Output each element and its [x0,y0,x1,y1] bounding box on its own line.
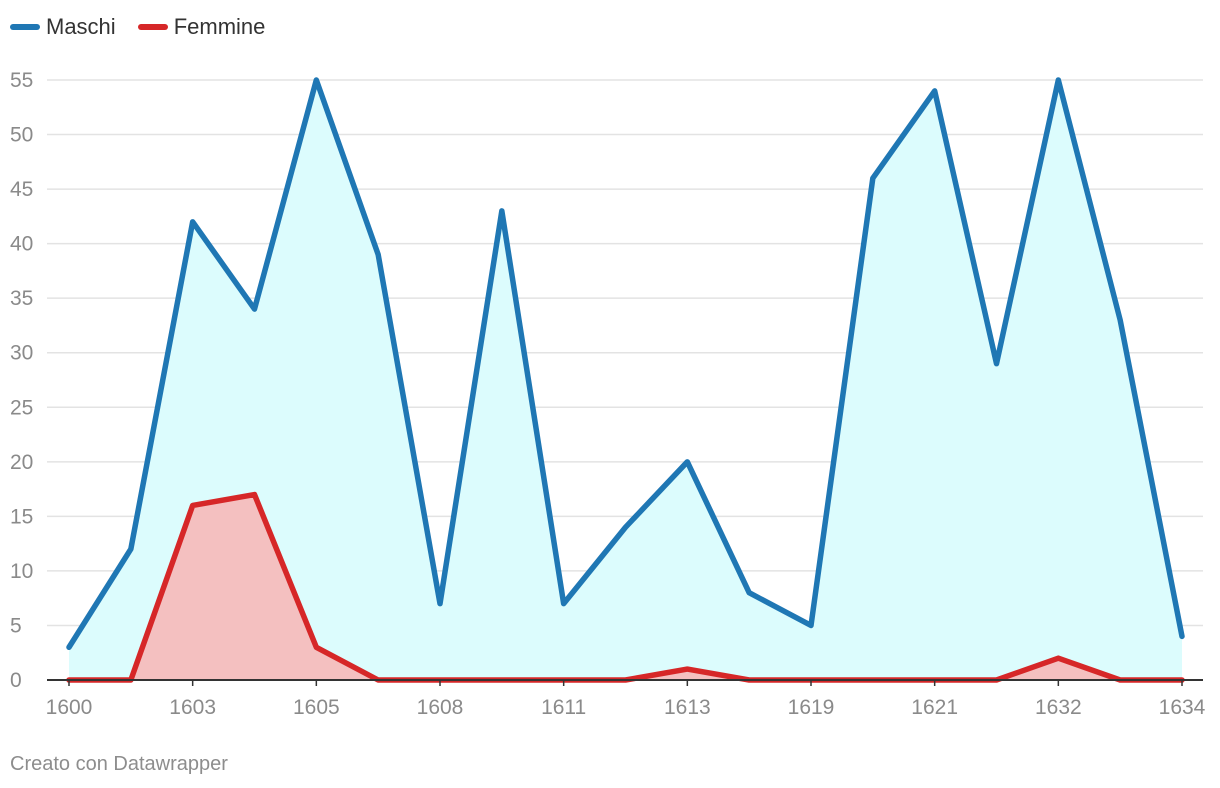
series-line-maschi [66,77,1185,651]
x-tick-label-1619: 1619 [788,696,835,719]
x-tick-label-1603: 1603 [169,696,216,719]
legend-item-maschi: Maschi [10,14,116,40]
x-tick-label-1634: 1634 [1159,696,1206,719]
legend-label-femmine: Femmine [173,14,266,39]
x-tick-label-1608: 1608 [417,696,464,719]
axis-layer: 0 5 10 15 20 25 30 35 40 45 50 55 1600 1603 1605 1608 16… [10,69,1206,719]
y-tick-label-50: 50 [10,124,33,147]
legend-label-maschi: Maschi [46,14,116,39]
y-tick-label-35: 35 [10,287,33,310]
chart-legend: Maschi Femmine [10,14,265,40]
y-tick-label-20: 20 [10,451,33,474]
y-tick-label-45: 45 [10,178,33,201]
x-tick-label-1632: 1632 [1035,696,1082,719]
x-tick-label-1600: 1600 [46,696,93,719]
y-tick-label-40: 40 [10,233,33,256]
area-maschi [69,80,1182,680]
x-tick-label-1621: 1621 [911,696,958,719]
y-tick-label-5: 5 [10,614,22,637]
y-tick-label-25: 25 [10,396,33,419]
x-tick-label-1613: 1613 [664,696,711,719]
legend-swatch-femmine [137,24,168,30]
y-tick-label-0: 0 [10,669,22,692]
footer-credit: Creato con Datawrapper [10,753,228,775]
x-tick-label-1605: 1605 [293,696,340,719]
legend-swatch-maschi [10,24,40,30]
y-tick-label-10: 10 [10,560,33,583]
x-tick-label-1611: 1611 [541,696,586,719]
area-layer [69,80,1182,680]
legend-item-femmine: Femmine [137,14,266,40]
y-tick-label-55: 55 [10,69,33,92]
y-tick-label-30: 30 [10,342,33,365]
y-tick-label-15: 15 [10,505,33,528]
